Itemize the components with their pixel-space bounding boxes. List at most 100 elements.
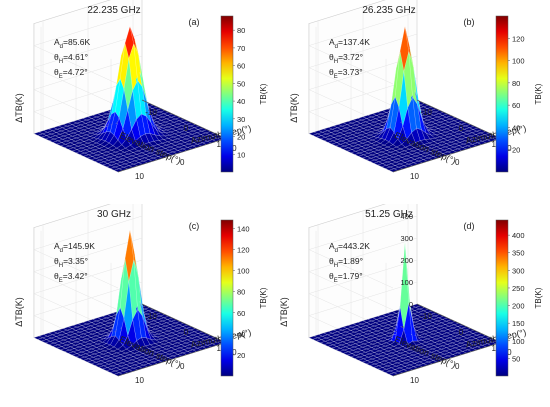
annotation-c: Ad=145.9K θH=3.35° θE=3.42° bbox=[54, 241, 95, 284]
x-tick-label-d: 0 bbox=[459, 328, 464, 337]
chart-title-b: 26.235 GHz bbox=[362, 5, 415, 16]
annotation-theta-h-c-subscript: H bbox=[59, 263, 63, 269]
colorbar-label-d: TB(K) bbox=[534, 287, 543, 308]
colorbar-c: 20 40 60 80 100 120 140 TB(K) bbox=[220, 219, 268, 377]
z-tick-label-d: 0 bbox=[409, 300, 413, 309]
colorbar-tick-label-a: 20 bbox=[237, 133, 245, 142]
annotation-theta-e-b-subscript: E bbox=[334, 74, 338, 80]
annotation-ad-a: Ad=85.6K bbox=[54, 37, 91, 50]
annotation-ad-a-symbol: A bbox=[54, 37, 60, 47]
x-tick-label-a: 0 bbox=[184, 124, 189, 133]
colorbar-tick-label-b: 20 bbox=[512, 146, 520, 155]
annotation-theta-e-c: θE=3.42° bbox=[54, 271, 88, 284]
annotation-theta-h-a-symbol: θ bbox=[54, 52, 59, 62]
annotation-theta-e-d-value: =1.79° bbox=[338, 271, 363, 281]
annotation-theta-h-b: θH=3.72° bbox=[329, 52, 363, 65]
colorbar-label-b: TB(K) bbox=[534, 83, 543, 104]
annotation-theta-e-b: θE=3.73° bbox=[329, 67, 363, 80]
beam-surface bbox=[308, 242, 502, 377]
annotation-theta-e-a-subscript: E bbox=[59, 74, 63, 80]
colorbar-tick-label-a: 80 bbox=[237, 26, 245, 35]
annotation-ad-b-symbol: A bbox=[329, 37, 335, 47]
colorbar-label-c: TB(K) bbox=[259, 287, 268, 308]
panel-label-b: (b) bbox=[464, 17, 475, 27]
x-tick-label-c: 0 bbox=[184, 328, 189, 337]
z-axis-label-d: ΔTB(K) bbox=[279, 297, 289, 327]
annotation-theta-h-d-value: =1.89° bbox=[338, 256, 363, 266]
colorbar-tick-label-d: 200 bbox=[512, 302, 525, 311]
annotation-ad-d-value: =443.2K bbox=[338, 241, 370, 251]
annotation-ad-c-subscript: d bbox=[60, 248, 63, 254]
annotation-ad-c-symbol: A bbox=[54, 241, 60, 251]
chart-title-d: 51.25 GHz bbox=[365, 209, 413, 220]
colorbar-a: 10 20 30 40 50 60 70 80 TB(K) bbox=[220, 15, 268, 173]
y-tick-label-b: 10 bbox=[410, 172, 419, 181]
y-tick-label-d: 10 bbox=[410, 376, 419, 385]
annotation-ad-a-subscript: d bbox=[60, 44, 63, 50]
panel-label-c: (c) bbox=[189, 221, 200, 231]
colorbar-tick-label-d: 300 bbox=[512, 266, 525, 275]
colorbar-tick-label-a: 50 bbox=[237, 79, 245, 88]
colorbar-tick-label-b: 80 bbox=[512, 79, 520, 88]
colorbar-tick-label-d: 100 bbox=[512, 337, 525, 346]
z-tick-label-d: 400 bbox=[400, 212, 413, 221]
y-tick-label-d: 0 bbox=[455, 362, 460, 371]
panel-label-d: (d) bbox=[464, 221, 475, 231]
colorbar-tick-label-a: 70 bbox=[237, 44, 245, 53]
colorbar-tick-label-c: 60 bbox=[237, 309, 245, 318]
annotation-ad-c-value: =145.9K bbox=[63, 241, 95, 251]
annotation-theta-h-a: θH=4.61° bbox=[54, 52, 88, 65]
colorbar-tick-label-c: 40 bbox=[237, 330, 245, 339]
colorbar-tick-label-a: 30 bbox=[237, 115, 245, 124]
colorbar-label-a: TB(K) bbox=[259, 83, 268, 104]
x-tick-label-c: -10 bbox=[145, 312, 157, 321]
y-tick-label-a: 0 bbox=[180, 158, 185, 167]
y-tick-label-a: 10 bbox=[135, 172, 144, 181]
x-tick-label-b: 0 bbox=[459, 124, 464, 133]
colorbar-tick-label-d: 150 bbox=[512, 319, 525, 328]
annotation-theta-h-b-subscript: H bbox=[334, 59, 338, 65]
x-tick-label-a: -10 bbox=[145, 108, 157, 117]
annotation-theta-h-b-value: =3.72° bbox=[338, 52, 363, 62]
annotation-ad-d-symbol: A bbox=[329, 241, 335, 251]
annotation-ad-a-value: =85.6K bbox=[63, 37, 91, 47]
chart-title-a: 22.235 GHz bbox=[87, 5, 140, 16]
panel-label-a: (a) bbox=[189, 17, 200, 27]
annotation-ad-b-subscript: d bbox=[335, 44, 338, 50]
colorbar-tick-label-b: 40 bbox=[512, 123, 520, 132]
colorbar-d: 50 100 150 200 250 300 350 400 TB(K) bbox=[495, 219, 543, 377]
annotation-theta-e-c-subscript: E bbox=[59, 278, 63, 284]
colorbar-tick-label-d: 50 bbox=[512, 354, 520, 363]
z-axis-label-b: ΔTB(K) bbox=[289, 93, 299, 123]
annotation-ad-d-subscript: d bbox=[335, 248, 338, 254]
colorbar-tick-label-b: 60 bbox=[512, 101, 520, 110]
annotation-theta-h-c: θH=3.35° bbox=[54, 256, 88, 269]
annotation-theta-e-b-symbol: θ bbox=[329, 67, 334, 77]
annotation-theta-e-a-value: =4.72° bbox=[63, 67, 88, 77]
annotation-theta-e-a-symbol: θ bbox=[54, 67, 59, 77]
colorbar-tick-label-c: 80 bbox=[237, 288, 245, 297]
colorbar-tick-label-d: 400 bbox=[512, 231, 525, 240]
annotation-theta-e-c-symbol: θ bbox=[54, 271, 59, 281]
y-tick-label-c: 10 bbox=[135, 376, 144, 385]
x-tick-label-b: -10 bbox=[420, 108, 432, 117]
colorbar-tick-label-c: 20 bbox=[237, 351, 245, 360]
annotation-theta-h-c-value: =3.35° bbox=[63, 256, 88, 266]
annotation-theta-h-d-subscript: H bbox=[334, 263, 338, 269]
annotation-theta-e-b-value: =3.73° bbox=[338, 67, 363, 77]
y-tick-label-b: 0 bbox=[455, 158, 460, 167]
annotation-theta-h-d-symbol: θ bbox=[329, 256, 334, 266]
colorbar-tick-label-b: 120 bbox=[512, 34, 525, 43]
z-tick-label-d: 300 bbox=[400, 234, 413, 243]
z-axis-label-a: ΔTB(K) bbox=[14, 93, 24, 123]
x-tick-label-d: -10 bbox=[420, 312, 432, 321]
z-tick-label-d: 100 bbox=[400, 278, 413, 287]
annotation-theta-e-d-symbol: θ bbox=[329, 271, 334, 281]
annotation-ad-b-value: =137.4K bbox=[338, 37, 370, 47]
